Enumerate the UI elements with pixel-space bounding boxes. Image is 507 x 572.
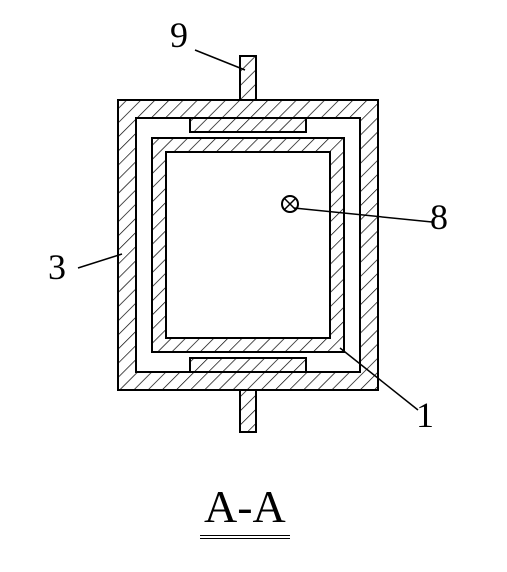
callout-8-text: 8 — [430, 197, 448, 237]
callout-1: 1 — [416, 394, 434, 436]
callout-3-text: 3 — [48, 247, 66, 287]
callout-1-text: 1 — [416, 395, 434, 435]
callout-9-text: 9 — [170, 15, 188, 55]
section-label: A-A — [200, 480, 290, 539]
section-label-text: A-A — [200, 480, 290, 539]
callout-8: 8 — [430, 196, 448, 238]
callout-9: 9 — [170, 14, 188, 56]
callout-3: 3 — [48, 246, 66, 288]
